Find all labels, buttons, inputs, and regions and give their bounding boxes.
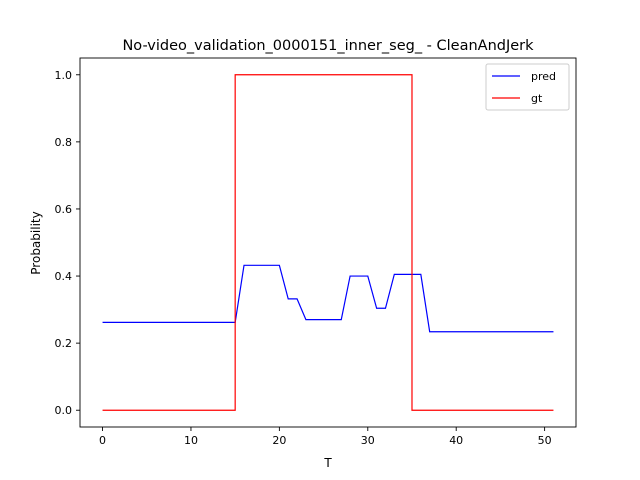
- series-line-gt: [102, 74, 554, 411]
- y-axis-label: Probability: [29, 211, 43, 274]
- legend-label-gt: gt: [531, 92, 543, 105]
- y-tick-label: 0.6: [55, 203, 73, 216]
- y-tick-label: 1.0: [55, 69, 73, 82]
- x-tick-label: 40: [449, 434, 463, 447]
- axes-frame: [79, 57, 577, 428]
- legend-box: [485, 63, 570, 111]
- y-tick-label: 0.2: [55, 337, 73, 350]
- x-tick-label: 20: [272, 434, 286, 447]
- series-line-pred: [102, 264, 554, 333]
- plot-area: 0 10 20 30 40 50 0.0 0.2 0.4 0.6 0.8 1.0 pred gt: [55, 57, 577, 447]
- y-tick-label: 0.8: [55, 136, 73, 149]
- chart-title: No-video_validation_0000151_inner_seg_ -…: [122, 38, 534, 54]
- x-tick-label: 30: [361, 434, 375, 447]
- x-tick-label: 10: [184, 434, 198, 447]
- x-axis-label: T: [323, 456, 332, 470]
- x-tick-label: 50: [538, 434, 552, 447]
- y-tick-label: 0.0: [55, 404, 73, 417]
- legend-label-pred: pred: [531, 70, 556, 83]
- y-tick-label: 0.4: [55, 270, 73, 283]
- x-tick-label: 0: [99, 434, 106, 447]
